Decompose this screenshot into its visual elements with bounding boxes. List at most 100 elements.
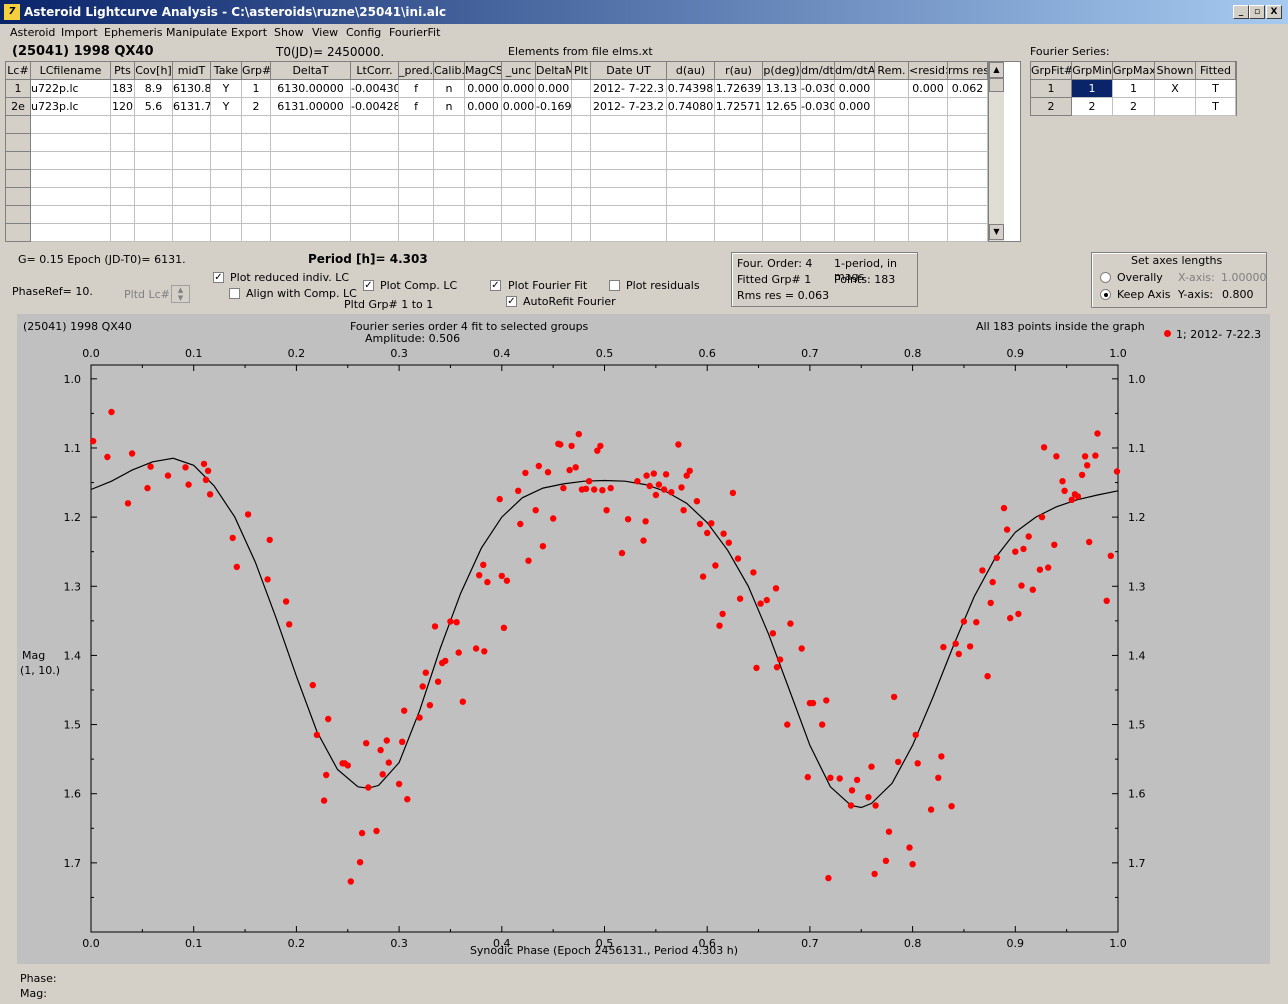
lc-cell[interactable]: [351, 134, 399, 152]
lc-cell[interactable]: [536, 188, 572, 206]
lc-cell[interactable]: [502, 170, 536, 188]
lc-cell[interactable]: [31, 188, 111, 206]
lc-cell[interactable]: [271, 224, 351, 242]
fs-header-cell[interactable]: GrpFit#: [1031, 62, 1072, 80]
lc-cell[interactable]: [434, 152, 465, 170]
lc-header-cell[interactable]: _pred.: [399, 62, 434, 80]
lc-cell[interactable]: [211, 224, 242, 242]
lc-cell[interactable]: [173, 152, 211, 170]
lc-cell[interactable]: [763, 170, 801, 188]
close-button[interactable]: X: [1266, 5, 1282, 19]
lc-cell[interactable]: [536, 152, 572, 170]
lc-cell[interactable]: [242, 206, 271, 224]
lc-cell[interactable]: [948, 134, 988, 152]
lc-cell[interactable]: [465, 188, 502, 206]
fs-row-header[interactable]: 2: [1031, 98, 1072, 116]
lc-cell[interactable]: 0.000: [502, 98, 536, 116]
lc-cell[interactable]: [242, 152, 271, 170]
lc-cell[interactable]: [909, 98, 948, 116]
lc-cell[interactable]: [948, 116, 988, 134]
lc-cell[interactable]: [835, 152, 875, 170]
lc-table-scrollbar[interactable]: ▲ ▼: [988, 62, 1004, 241]
lc-cell[interactable]: -0.00428: [351, 98, 399, 116]
lc-cell[interactable]: [572, 206, 591, 224]
lc-cell[interactable]: [801, 134, 835, 152]
lc-cell[interactable]: [536, 224, 572, 242]
lc-cell[interactable]: [835, 116, 875, 134]
lc-cell[interactable]: 13.13: [763, 80, 801, 98]
lc-cell[interactable]: 0.000: [465, 98, 502, 116]
fs-cell[interactable]: T: [1196, 80, 1236, 98]
lc-header-cell[interactable]: <resid>: [909, 62, 948, 80]
pltd-lc-spinner[interactable]: ▲ ▼: [171, 285, 190, 303]
lc-cell[interactable]: 6130.8: [173, 80, 211, 98]
lightcurve-table[interactable]: Lc# 1 2e LCfilename u722p.lc u723p.lc Pts 183 12…: [5, 61, 1021, 242]
lc-cell[interactable]: u723p.lc: [31, 98, 111, 116]
lc-cell[interactable]: 2: [242, 98, 271, 116]
lc-cell[interactable]: [909, 152, 948, 170]
lc-cell[interactable]: [242, 224, 271, 242]
lc-cell[interactable]: f: [399, 98, 434, 116]
lc-cell[interactable]: [271, 206, 351, 224]
lc-cell[interactable]: [111, 206, 135, 224]
fs-cell[interactable]: 1: [1113, 80, 1155, 98]
lc-cell[interactable]: [31, 134, 111, 152]
lc-cell[interactable]: [835, 188, 875, 206]
lc-cell[interactable]: [211, 152, 242, 170]
lc-header-cell[interactable]: dm/dt: [801, 62, 835, 80]
lc-row-header[interactable]: [6, 134, 31, 152]
lc-cell[interactable]: [572, 188, 591, 206]
keep-axis-radio[interactable]: [1100, 289, 1111, 300]
lc-cell[interactable]: 0.062: [948, 80, 988, 98]
lc-cell[interactable]: 6130.00000: [271, 80, 351, 98]
lc-cell[interactable]: [502, 206, 536, 224]
lc-cell[interactable]: [434, 206, 465, 224]
lc-row-header[interactable]: 1: [6, 80, 31, 98]
fs-cell[interactable]: T: [1196, 98, 1236, 116]
lc-cell[interactable]: [536, 134, 572, 152]
lc-cell[interactable]: 2012- 7-23.2: [591, 98, 667, 116]
lc-cell[interactable]: f: [399, 80, 434, 98]
lc-header-cell[interactable]: midT: [173, 62, 211, 80]
plot-reduced-checkbox[interactable]: ✓: [213, 272, 224, 283]
lc-cell[interactable]: [271, 116, 351, 134]
lc-cell[interactable]: 0.74398: [667, 80, 715, 98]
lc-cell[interactable]: [111, 188, 135, 206]
lc-cell[interactable]: [135, 170, 173, 188]
scroll-thumb[interactable]: [989, 78, 1004, 92]
plot-fourier-checkbox[interactable]: ✓: [490, 280, 501, 291]
lc-cell[interactable]: [948, 206, 988, 224]
lc-row-header[interactable]: [6, 152, 31, 170]
lc-cell[interactable]: [835, 206, 875, 224]
fs-header-cell[interactable]: GrpMin: [1072, 62, 1113, 80]
lc-cell[interactable]: [399, 188, 434, 206]
y-axis-value[interactable]: 0.800: [1222, 288, 1254, 301]
lc-cell[interactable]: [502, 224, 536, 242]
lc-header-cell[interactable]: _unc: [502, 62, 536, 80]
menu-export[interactable]: Export: [231, 26, 268, 39]
lc-cell[interactable]: [135, 134, 173, 152]
fs-header-cell[interactable]: GrpMax: [1113, 62, 1155, 80]
lc-header-cell[interactable]: LCfilename: [31, 62, 111, 80]
lc-cell[interactable]: [465, 152, 502, 170]
overally-radio[interactable]: [1100, 272, 1111, 283]
lc-cell[interactable]: [715, 224, 763, 242]
lc-cell[interactable]: 6131.00000: [271, 98, 351, 116]
fs-cell[interactable]: X: [1155, 80, 1196, 98]
scroll-down-icon[interactable]: ▼: [989, 224, 1004, 240]
lc-cell[interactable]: [399, 170, 434, 188]
lc-cell[interactable]: 0.000: [835, 98, 875, 116]
lc-header-cell[interactable]: r(au): [715, 62, 763, 80]
lc-cell[interactable]: [909, 116, 948, 134]
lc-cell[interactable]: 1: [242, 80, 271, 98]
lightcurve-chart[interactable]: 0.0 0.0 0.1 0.1 0.2 0.2 0.3 0.3 0.4 0.4 0.5 0.5 0.6 0…: [17, 314, 1270, 964]
menu-fourierfit[interactable]: FourierFit: [389, 26, 441, 39]
lc-cell[interactable]: 12.65: [763, 98, 801, 116]
lc-cell[interactable]: [948, 98, 988, 116]
lc-cell[interactable]: [399, 206, 434, 224]
lc-cell[interactable]: [399, 152, 434, 170]
lc-row-header[interactable]: [6, 206, 31, 224]
lc-cell[interactable]: [715, 152, 763, 170]
lc-cell[interactable]: [399, 224, 434, 242]
lc-cell[interactable]: [173, 224, 211, 242]
